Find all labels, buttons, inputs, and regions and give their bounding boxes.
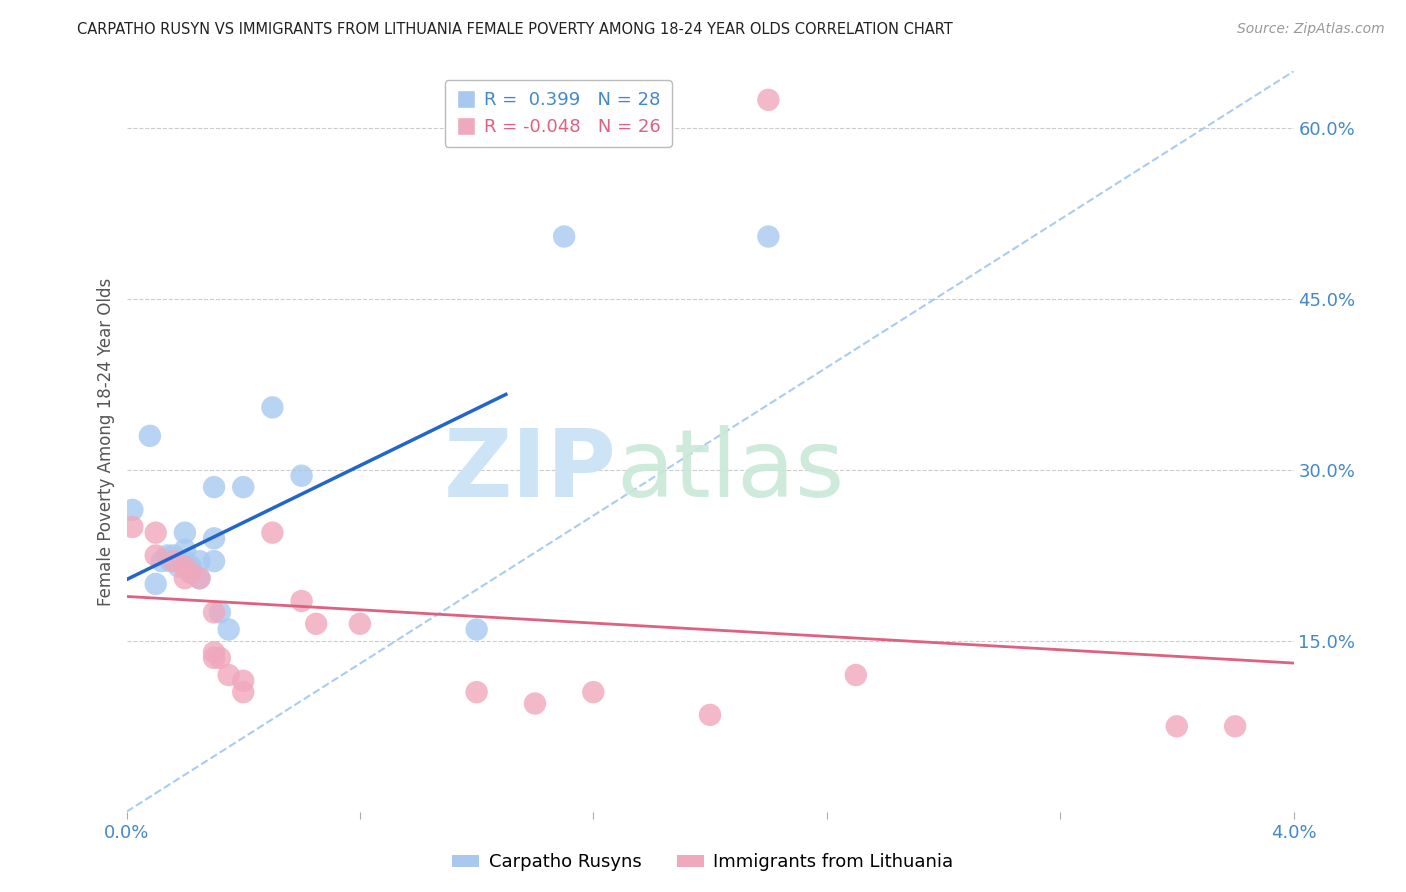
Point (159, 554, 181, 568)
Point (202, 480, 225, 494)
Text: ZIP: ZIP (444, 425, 617, 517)
Point (202, 606, 225, 620)
Point (756, 229, 779, 244)
Text: atlas: atlas (617, 425, 845, 517)
Point (208, 651, 231, 665)
Point (218, 668, 240, 682)
Point (188, 554, 211, 568)
Point (465, 623, 488, 637)
Point (162, 554, 184, 568)
Point (523, 697, 546, 711)
Point (208, 606, 231, 620)
Point (145, 525, 167, 540)
Point (553, 229, 575, 244)
Point (1166, 719, 1188, 733)
Point (150, 554, 173, 568)
Point (349, 616, 371, 631)
Point (174, 559, 197, 574)
Point (174, 554, 197, 568)
Point (202, 554, 225, 568)
Point (188, 571, 211, 585)
Y-axis label: Female Poverty Among 18-24 Year Olds: Female Poverty Among 18-24 Year Olds (97, 277, 115, 606)
Legend: Carpatho Rusyns, Immigrants from Lithuania: Carpatho Rusyns, Immigrants from Lithuan… (446, 847, 960, 879)
Point (188, 571, 211, 585)
Point (756, 93, 779, 107)
Point (121, 503, 143, 517)
Point (845, 668, 868, 682)
Point (582, 685, 605, 699)
Text: Source: ZipAtlas.com: Source: ZipAtlas.com (1237, 22, 1385, 37)
Point (180, 559, 202, 574)
Point (232, 673, 254, 688)
Point (174, 525, 197, 540)
Point (1223, 719, 1247, 733)
Point (174, 542, 197, 557)
Point (218, 623, 240, 637)
Point (699, 707, 721, 722)
Point (305, 616, 328, 631)
Point (232, 685, 254, 699)
Point (262, 525, 284, 540)
Point (167, 554, 190, 568)
Point (180, 566, 202, 580)
Point (202, 645, 225, 659)
Point (202, 651, 225, 665)
Point (139, 429, 162, 443)
Point (145, 577, 167, 591)
Point (145, 549, 167, 563)
Point (121, 520, 143, 534)
Point (465, 685, 488, 699)
Point (174, 571, 197, 585)
Point (156, 549, 179, 563)
Point (290, 594, 312, 608)
Legend: R =  0.399   N = 28, R = -0.048   N = 26: R = 0.399 N = 28, R = -0.048 N = 26 (444, 80, 672, 147)
Point (202, 532, 225, 546)
Text: CARPATHO RUSYN VS IMMIGRANTS FROM LITHUANIA FEMALE POVERTY AMONG 18-24 YEAR OLDS: CARPATHO RUSYN VS IMMIGRANTS FROM LITHUA… (77, 22, 953, 37)
Point (262, 401, 284, 415)
Point (167, 559, 190, 574)
Point (232, 480, 254, 494)
Point (180, 559, 202, 574)
Point (180, 566, 202, 580)
Point (162, 549, 184, 563)
Point (290, 468, 312, 483)
